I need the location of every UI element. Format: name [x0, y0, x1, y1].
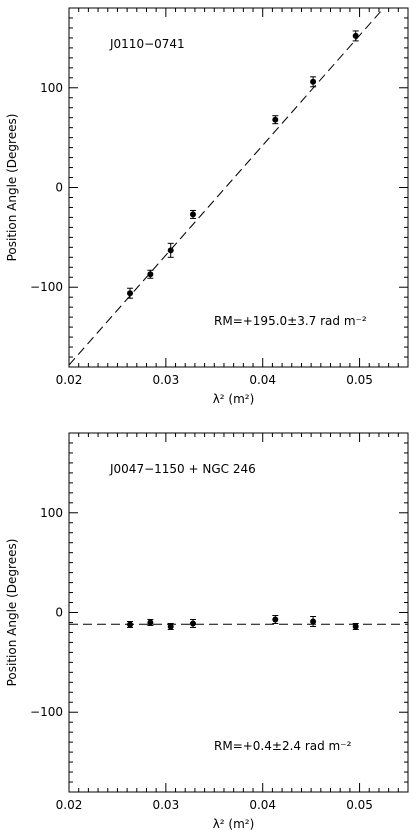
data-point — [127, 621, 134, 628]
data-point — [127, 290, 134, 297]
data-point — [310, 618, 317, 625]
y-axis-label: Position Angle (Degrees) — [5, 114, 19, 262]
x-axis-label: λ² (m²) — [213, 817, 255, 831]
y-tick-label: 0 — [55, 181, 63, 195]
y-tick-label: 100 — [40, 506, 63, 520]
rm-label: RM=+195.0±3.7 rad m⁻² — [214, 314, 367, 328]
data-point — [352, 623, 359, 630]
x-tick-label: 0.02 — [56, 798, 83, 812]
fit-line — [69, 8, 385, 366]
data-point — [272, 616, 279, 623]
data-point — [147, 271, 154, 278]
y-axis-label: Position Angle (Degrees) — [5, 539, 19, 687]
x-tick-label: 0.05 — [346, 798, 373, 812]
x-tick-label: 0.03 — [152, 798, 179, 812]
bottom-panel: 0.02 0.03 0.04 0.05 −100 0 100 λ² (m²) Position … — [5, 432, 409, 831]
y-tick-label: 100 — [40, 81, 63, 95]
x-tick-label: 0.05 — [346, 373, 373, 387]
y-tick-label: 0 — [55, 606, 63, 620]
x-tick-label: 0.04 — [249, 798, 276, 812]
y-tick-label: −100 — [30, 280, 63, 294]
data-point — [189, 620, 196, 627]
top-panel: 0.02 0.03 0.04 0.05 −100 0 100 λ² (m²) Position … — [5, 7, 409, 406]
x-axis-label: λ² (m²) — [213, 392, 255, 406]
source-label: J0110−0741 — [109, 37, 185, 51]
data-point — [189, 211, 196, 218]
source-label: J0047−1150 + NGC 246 — [109, 462, 256, 476]
data-point — [352, 32, 359, 39]
data-point — [272, 116, 279, 123]
data-point — [167, 623, 174, 630]
data-point — [167, 247, 174, 254]
data-point — [147, 619, 154, 626]
y-tick-label: −100 — [30, 705, 63, 719]
x-tick-label: 0.04 — [249, 373, 276, 387]
data-point — [310, 78, 317, 85]
rm-label: RM=+0.4±2.4 rad m⁻² — [214, 739, 352, 753]
x-tick-label: 0.02 — [56, 373, 83, 387]
x-tick-label: 0.03 — [152, 373, 179, 387]
